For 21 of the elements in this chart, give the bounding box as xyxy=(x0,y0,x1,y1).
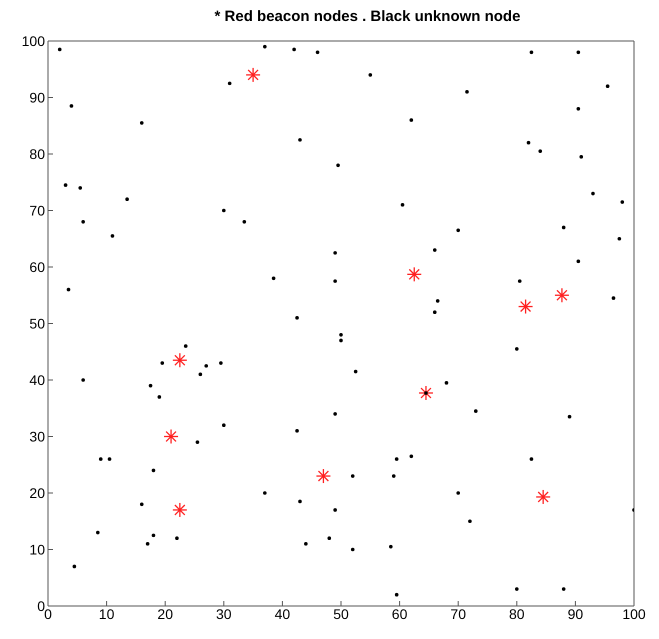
chart-title: * Red beacon nodes . Black unknown node xyxy=(214,8,522,27)
x-tick-label: 20 xyxy=(157,606,174,622)
x-tick-label: 40 xyxy=(274,606,290,622)
x-tick-label: 50 xyxy=(333,606,349,622)
x-tick-label: 70 xyxy=(450,606,466,622)
y-tick-label: 90 xyxy=(29,89,46,106)
y-tick-label: 100 xyxy=(22,32,46,49)
x-tick-label: 10 xyxy=(98,606,115,622)
y-tick-label: 60 xyxy=(29,258,46,275)
x-tick-label: 30 xyxy=(216,606,232,622)
y-tick-label: 10 xyxy=(29,541,46,558)
y-tick-label: 30 xyxy=(29,428,46,444)
x-tick-label: 90 xyxy=(568,606,584,622)
y-tick-label: 70 xyxy=(29,202,46,218)
x-tick-label: 80 xyxy=(509,606,525,622)
y-tick-label: 20 xyxy=(29,484,46,501)
x-tick-label: 100 xyxy=(622,606,646,622)
x-tick-label: 60 xyxy=(392,606,408,622)
y-tick-label: 80 xyxy=(29,146,46,162)
y-tick-label: 50 xyxy=(29,315,46,332)
y-tick-label: 40 xyxy=(29,372,46,388)
